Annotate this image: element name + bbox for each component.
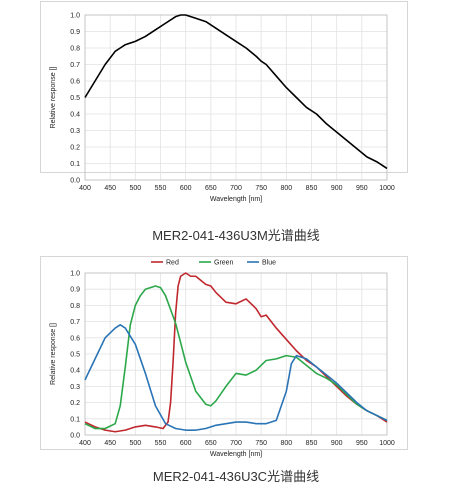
y-tick-label: 0.2: [70, 145, 80, 152]
x-tick-label: 950: [356, 440, 368, 447]
y-tick-label: 0.6: [70, 79, 80, 86]
x-tick-label: 650: [205, 185, 217, 192]
x-tick-label: 600: [180, 185, 192, 192]
x-tick-label: 1000: [379, 185, 395, 192]
x-tick-label: 700: [230, 185, 242, 192]
series-0: [84, 14, 388, 170]
chart-panel-color: 400 450 500 550 600 650 700 750 800 850 900 950 1000…: [40, 256, 408, 459]
y-tick-label: 0.3: [70, 128, 80, 135]
x-tick-label: 800: [280, 185, 292, 192]
x-tick-label: 450: [104, 185, 116, 192]
x-tick-label: 400: [79, 185, 91, 192]
x-tick-label: 700: [230, 440, 242, 447]
y-tick-label: 0.8: [70, 303, 80, 310]
chart-panel-mono: 400 450 500 550 600 650 700 750 800 850 900 950 1000…: [40, 1, 408, 204]
y-tick-label: 0.0: [70, 433, 80, 440]
grid: [84, 14, 388, 181]
y-tick-label: 0.5: [70, 352, 80, 359]
series-line: [84, 14, 388, 170]
x-tick-label: 500: [129, 185, 141, 192]
x-tick-label: 750: [255, 440, 267, 447]
y-tick-label: 0.3: [70, 384, 80, 391]
y-tick-label: 1.0: [70, 13, 80, 20]
y-tick-label: 0.7: [70, 319, 80, 326]
x-tick-label: 800: [280, 440, 292, 447]
y-tick-label: 0.8: [70, 46, 80, 53]
legend-item: Red: [151, 260, 179, 267]
x-tick-label: 450: [104, 440, 116, 447]
caption-color: MER2-041-436U3C光谱曲线: [152, 469, 320, 484]
y-tick-label: 0.2: [70, 400, 80, 407]
series-green: [84, 285, 388, 430]
x-tick-label: 550: [155, 440, 167, 447]
x-tick-label: 900: [331, 440, 343, 447]
x-tick-label: 950: [356, 185, 368, 192]
grid: [84, 272, 388, 436]
x-axis-title: Wavelength [nm]: [210, 451, 262, 458]
x-tick-label: 550: [155, 185, 167, 192]
x-tick-label: 500: [129, 440, 141, 447]
y-axis-title: Relative response []: [50, 67, 57, 129]
y-tick-label: 0.4: [70, 368, 80, 375]
legend-item: Blue: [247, 260, 276, 267]
y-tick-label: 0.7: [70, 62, 80, 69]
y-tick-label: 0.9: [70, 29, 80, 36]
legend: Red Green Blue: [151, 260, 276, 267]
y-axis-title: Relative response []: [50, 323, 57, 385]
y-tick-label: 0.1: [70, 416, 80, 423]
plot-frame: [84, 272, 388, 436]
x-tick-label: 400: [79, 440, 91, 447]
y-tick-label: 1.0: [70, 271, 80, 278]
x-tick-label: 850: [306, 185, 318, 192]
y-tick-label: 0.6: [70, 335, 80, 342]
legend-label: Red: [166, 260, 179, 267]
caption-mono: MER2-041-436U3M光谱曲线: [152, 228, 320, 243]
series-line: [84, 324, 388, 431]
x-tick-label: 650: [205, 440, 217, 447]
y-tick-label: 0.1: [70, 161, 80, 168]
y-tick-label: 0.9: [70, 287, 80, 294]
x-tick-label: 900: [331, 185, 343, 192]
y-tick-label: 0.4: [70, 112, 80, 119]
x-tick-label: 750: [255, 185, 267, 192]
legend-label: Blue: [262, 260, 276, 267]
legend-item: Green: [199, 260, 234, 267]
y-tick-label: 0.0: [70, 178, 80, 185]
x-tick-label: 850: [306, 440, 318, 447]
y-tick-label: 0.5: [70, 95, 80, 102]
legend-label: Green: [214, 260, 234, 267]
chart-color-svg: 400 450 500 550 600 650 700 750 800 850 900 950 1000…: [50, 260, 395, 459]
series-line: [84, 285, 388, 430]
x-axis-title: Wavelength [nm]: [210, 196, 262, 203]
chart-mono-svg: 400 450 500 550 600 650 700 750 800 850 900 950 1000…: [50, 13, 395, 204]
x-tick-label: 1000: [379, 440, 395, 447]
series-blue: [84, 324, 388, 431]
x-tick-label: 600: [180, 440, 192, 447]
